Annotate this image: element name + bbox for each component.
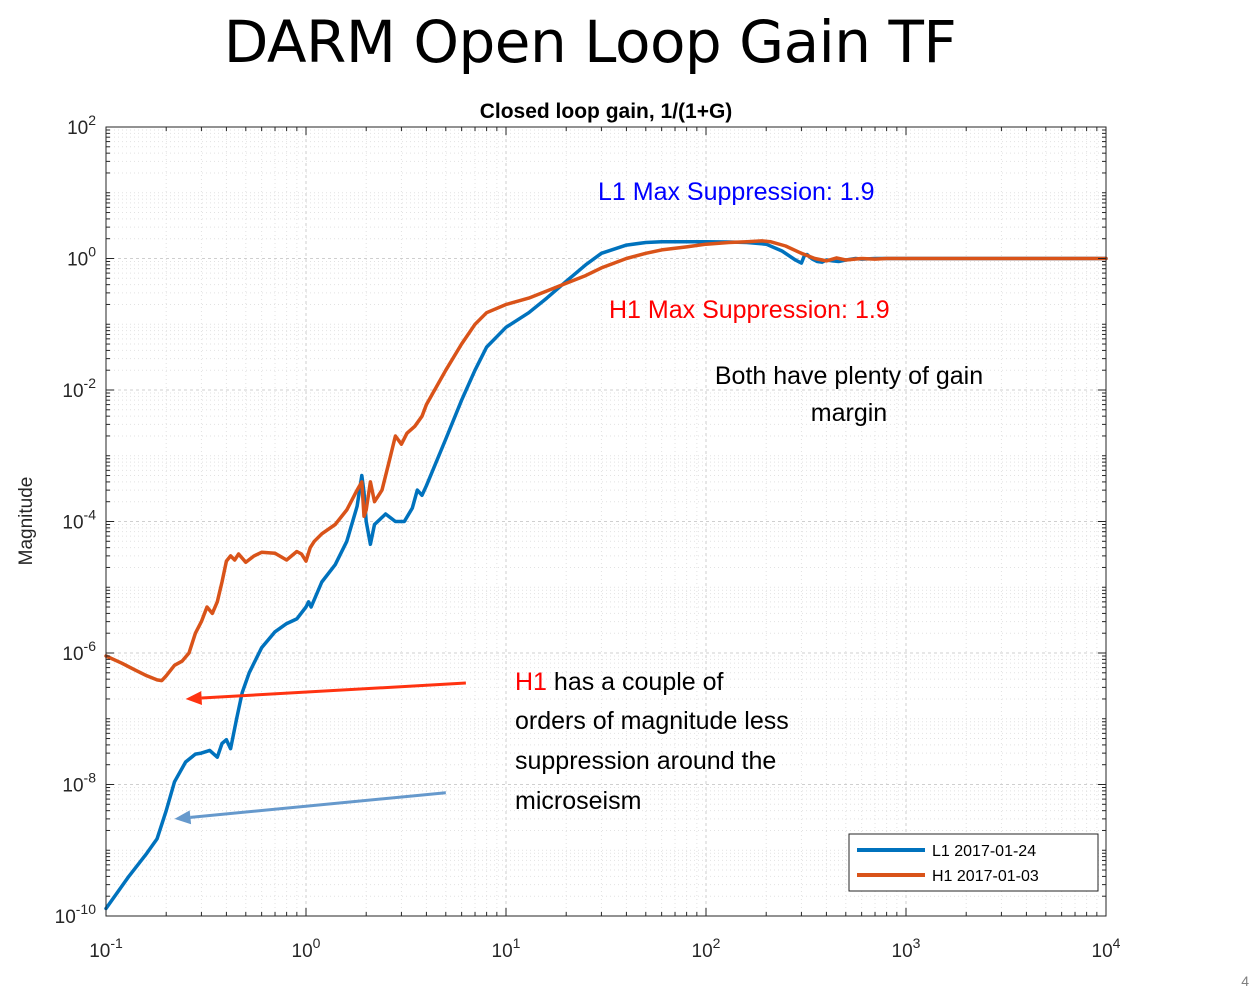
annotation-arrows <box>174 681 466 825</box>
y-tick-label: 10-2 <box>62 375 96 402</box>
y-tick-label: 102 <box>67 112 96 139</box>
y-axis-label: Magnitude <box>16 477 37 566</box>
legend-label-h1: H1 2017-01-03 <box>932 868 1039 885</box>
page-number: 4 <box>1241 973 1249 989</box>
series-line-h1 <box>104 239 1108 683</box>
y-tick-label: 10-10 <box>55 901 97 928</box>
annotation-microseism-line2: orders of magnitude less <box>515 707 789 735</box>
series-line-l1 <box>104 239 1108 911</box>
annotation-microseism-line1: H1 has a couple of <box>515 668 724 696</box>
x-tick-labels: 10-1 100 101 102 103 104 <box>89 935 1120 962</box>
grid-lines <box>105 127 1106 917</box>
annotation-microseism-line4: microseism <box>515 787 641 815</box>
legend: L1 2017-01-24 H1 2017-01-03 <box>848 833 1099 892</box>
y-tick-labels: 10-10 10-8 10-6 10-4 10-2 100 102 <box>55 112 97 928</box>
annotation-arrow-head <box>185 691 202 705</box>
axis-ticks <box>105 127 1106 917</box>
x-tick-label: 100 <box>292 935 321 962</box>
annotation-arrow-shaft <box>201 681 466 700</box>
annotation-microseism-h1: H1 <box>515 668 547 696</box>
y-tick-label: 100 <box>67 244 96 271</box>
x-tick-label: 102 <box>692 935 721 962</box>
x-tick-label: 101 <box>492 935 521 962</box>
annotation-arrow-head <box>174 810 192 825</box>
y-tick-label: 10-8 <box>62 770 96 797</box>
annotation-gain-margin-line2: margin <box>811 399 887 427</box>
slide-title: DARM Open Loop Gain TF <box>223 8 957 76</box>
annotation-gain-margin-line1: Both have plenty of gain <box>715 362 983 390</box>
legend-label-l1: L1 2017-01-24 <box>932 843 1036 860</box>
annotation-microseism-line1-rest: has a couple of <box>547 668 724 696</box>
annotation-h1-max-suppression: H1 Max Suppression: 1.9 <box>609 296 890 324</box>
legend-box <box>848 833 1099 892</box>
x-tick-label: 104 <box>1092 935 1121 962</box>
x-tick-label: 103 <box>892 935 921 962</box>
y-tick-label: 10-6 <box>62 638 96 665</box>
chart-title: Closed loop gain, 1/(1+G) <box>480 100 733 123</box>
annotation-arrow-shaft <box>190 791 446 819</box>
annotation-l1-max-suppression: L1 Max Suppression: 1.9 <box>598 178 875 206</box>
plot-series <box>104 239 1108 911</box>
x-tick-label: 10-1 <box>89 935 123 962</box>
y-tick-label: 10-4 <box>62 507 96 534</box>
annotation-microseism-line3: suppression around the <box>515 747 776 775</box>
